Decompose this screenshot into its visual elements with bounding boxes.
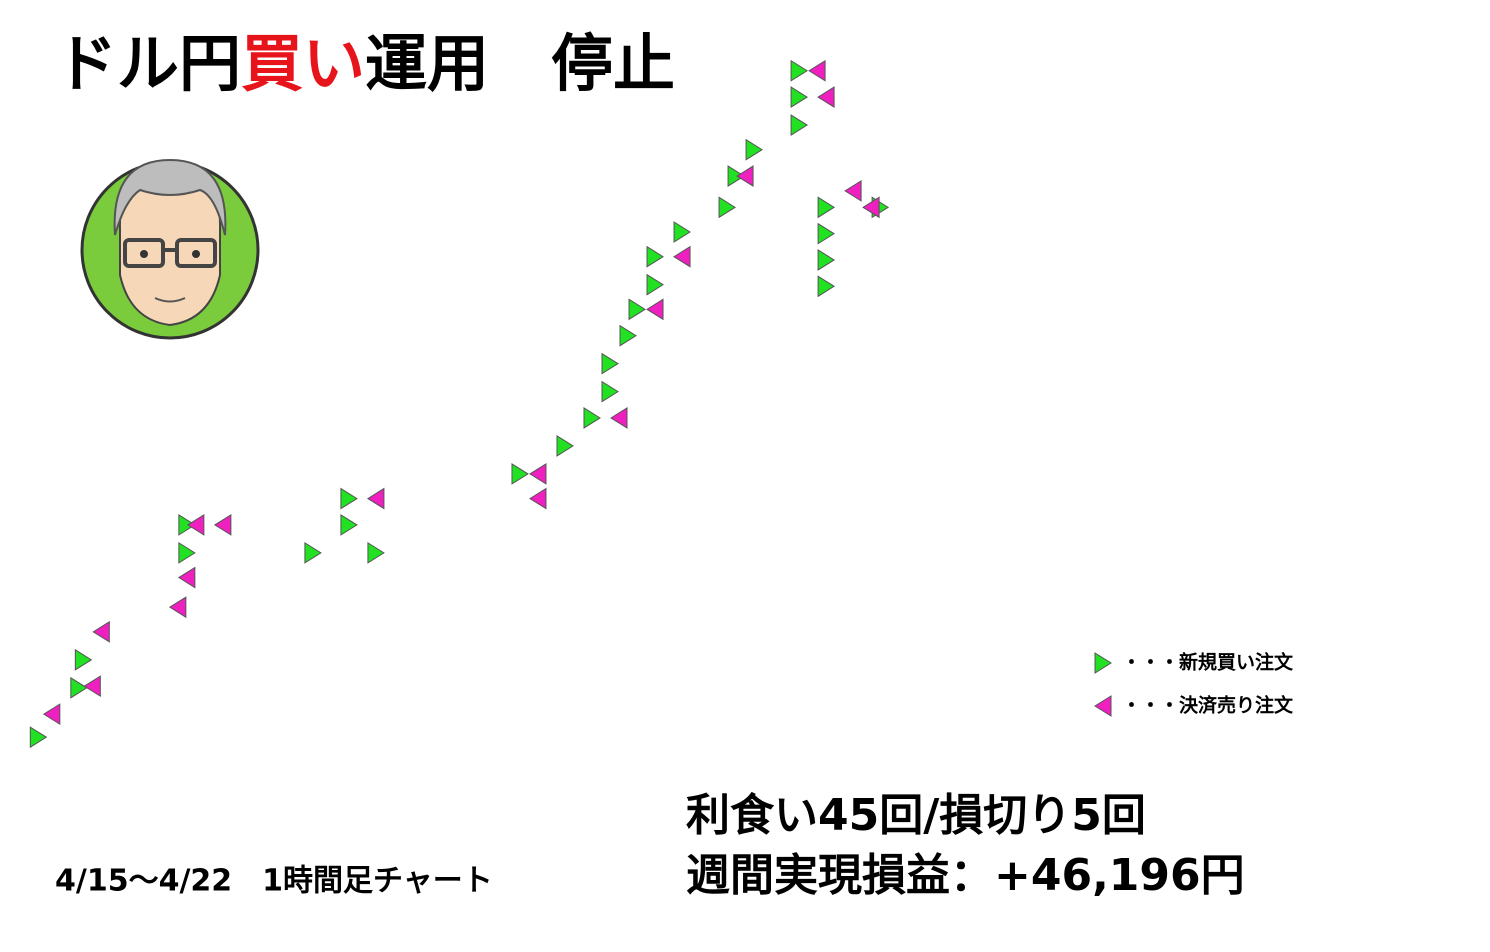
sell-marker <box>862 196 880 219</box>
buy-marker <box>628 298 646 321</box>
sell-marker <box>366 487 385 510</box>
avatar <box>80 158 260 340</box>
buy-marker <box>817 275 836 298</box>
sell-marker <box>213 513 232 536</box>
sell-marker <box>186 513 205 536</box>
buy-marker <box>304 541 322 564</box>
buy-marker <box>583 407 601 429</box>
annotation: 4/15～4/22 1時間足チャート <box>55 864 493 899</box>
buy-marker <box>601 380 619 403</box>
overlay: ・・・新規買い注文・・・決済売り注文 <box>29 59 1294 749</box>
annotation: 利食い45回/損切り5回 <box>686 790 1146 841</box>
chart-title: ドル円買い運用 停止 <box>55 27 675 100</box>
buy-marker <box>70 676 88 699</box>
legend-label: ・・・決済売り注文 <box>1122 694 1294 717</box>
title-part: ドル円 <box>55 27 241 100</box>
buy-marker <box>74 648 93 671</box>
buy-marker <box>646 245 664 268</box>
buy-marker <box>646 273 664 296</box>
sell-marker <box>168 596 187 619</box>
buy-marker <box>29 726 48 749</box>
buy-marker <box>340 513 358 536</box>
sell-marker <box>92 620 110 643</box>
sell-marker <box>673 245 691 268</box>
buy-marker <box>790 86 809 108</box>
buy-marker <box>727 165 745 187</box>
buy-marker <box>178 513 196 536</box>
sell-marker <box>610 407 628 429</box>
sell-marker <box>42 703 61 726</box>
sell-marker <box>817 86 835 108</box>
sell-marker <box>844 179 862 202</box>
annotation: 週間実現損益：+46,196円 <box>686 850 1245 901</box>
sell-marker <box>83 675 101 698</box>
sell-marker <box>529 462 547 485</box>
buy-marker <box>619 324 637 347</box>
sell-marker <box>177 566 196 589</box>
buy-marker <box>340 487 358 510</box>
buy-marker <box>718 196 736 219</box>
legend-swatch <box>1094 695 1112 717</box>
buy-marker <box>745 138 764 161</box>
buy-marker <box>511 462 529 485</box>
buy-marker <box>673 221 691 243</box>
buy-marker <box>556 435 574 457</box>
legend-swatch <box>1094 652 1112 674</box>
buy-marker <box>790 114 809 136</box>
buy-marker <box>601 352 619 375</box>
sell-marker <box>808 59 826 82</box>
buy-marker <box>817 196 836 219</box>
sell-marker <box>646 298 664 321</box>
buy-marker <box>367 541 385 564</box>
buy-marker <box>178 541 196 564</box>
buy-marker <box>817 222 836 245</box>
buy-marker <box>817 249 836 271</box>
title-part: 買い <box>241 27 365 100</box>
buy-marker <box>790 59 809 82</box>
legend-label: ・・・新規買い注文 <box>1122 651 1294 674</box>
sell-marker <box>736 165 754 187</box>
title-part: 運用 停止 <box>365 27 675 100</box>
sell-marker <box>529 487 547 510</box>
